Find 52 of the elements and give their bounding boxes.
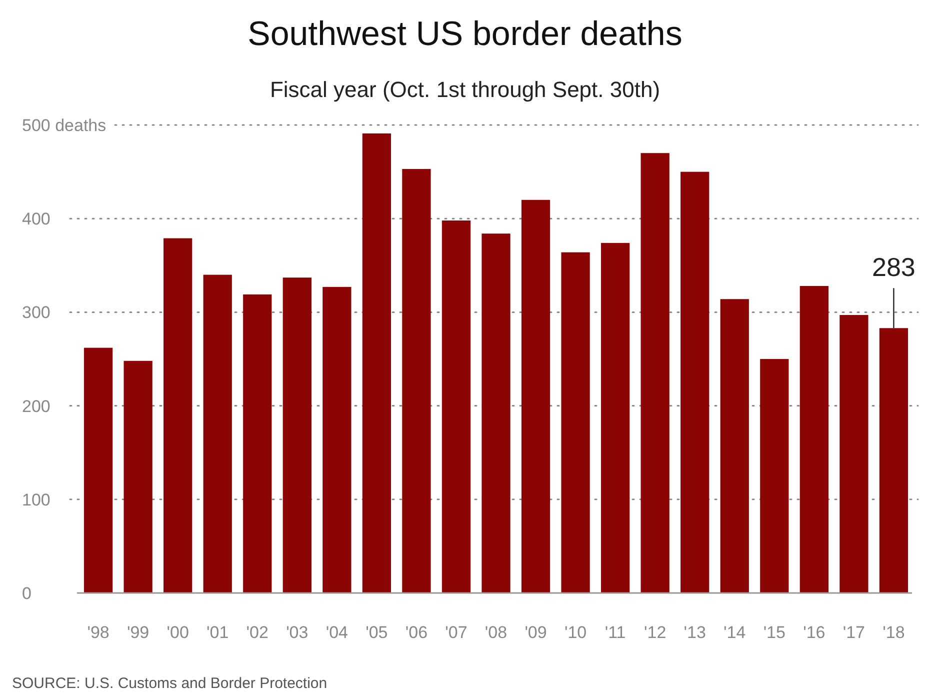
x-tick-label: '99	[126, 623, 150, 642]
x-tick-label: '98	[87, 623, 110, 642]
bar	[442, 220, 471, 593]
bar	[640, 153, 670, 593]
x-tick-label: '09	[524, 623, 547, 642]
bar	[680, 172, 710, 593]
x-tick-label: '14	[724, 623, 746, 642]
x-tick-label: '08	[484, 623, 508, 642]
bar	[561, 252, 590, 593]
x-tick-label: '07	[445, 623, 468, 642]
x-tick-label: '16	[803, 623, 826, 642]
bar	[322, 286, 352, 593]
y-tick-label: 200	[22, 396, 50, 416]
bar	[282, 278, 312, 593]
x-tick-label: '03	[286, 623, 308, 642]
x-tick-label: '18	[882, 623, 905, 642]
x-tick-label: '17	[842, 623, 866, 642]
x-tick-label: '05	[366, 623, 388, 642]
x-tick-label: '12	[644, 623, 666, 642]
x-tick-label: '00	[166, 623, 189, 642]
bar	[124, 360, 152, 593]
bar	[760, 359, 789, 593]
y-tick-label: 400	[22, 210, 50, 229]
chart-subtitle: Fiscal year (Oct. 1st through Sept. 30th)	[270, 77, 660, 102]
bar	[243, 294, 272, 593]
x-tick-label: '06	[405, 623, 428, 642]
x-tick-label: '10	[564, 623, 587, 642]
x-tick-label: '11	[604, 623, 626, 642]
bar	[879, 328, 908, 593]
y-tick-label: 300	[22, 303, 50, 322]
x-tick-label: '04	[326, 623, 348, 642]
x-tick-label: '02	[246, 623, 268, 642]
bar	[840, 315, 868, 593]
bar	[84, 348, 113, 593]
chart-title: Southwest US border deaths	[248, 15, 682, 53]
source-note: SOURCE: U.S. Customs and Border Protection	[12, 675, 328, 692]
x-tick-label: '01	[206, 623, 229, 642]
y-tick-label: 500 deaths	[22, 116, 106, 135]
bar	[203, 274, 232, 593]
y-tick-label: 0	[22, 584, 32, 603]
bar	[600, 242, 630, 593]
bar	[164, 238, 192, 593]
x-tick-label: '13	[684, 623, 706, 642]
bar	[800, 286, 828, 593]
bar	[720, 299, 749, 593]
annotation: 283	[872, 252, 916, 282]
bar	[521, 200, 550, 593]
bar	[482, 234, 510, 593]
x-tick-label: '15	[763, 623, 786, 642]
bar	[402, 168, 431, 593]
bar	[362, 133, 392, 593]
y-tick-label: 100	[22, 490, 50, 510]
